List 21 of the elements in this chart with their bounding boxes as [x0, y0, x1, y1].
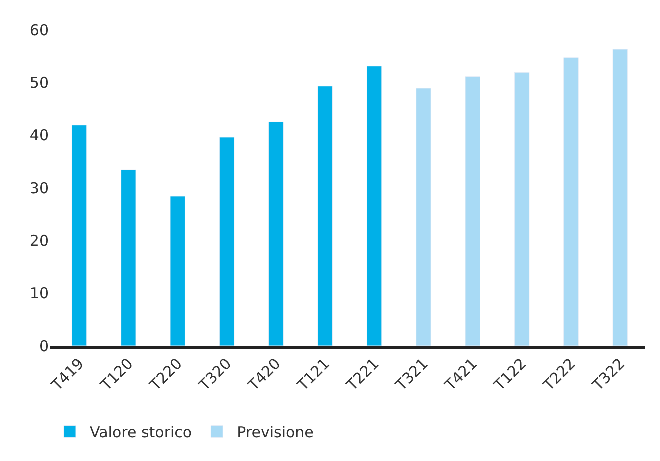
bar	[366, 66, 382, 346]
bar	[318, 86, 333, 346]
y-tick-label: 60	[30, 21, 49, 40]
y-tick-label: 50	[30, 74, 49, 92]
y-tick-label: 20	[30, 232, 49, 250]
legend-label: Valore storico	[90, 424, 192, 442]
legend-label: Previsione	[237, 424, 314, 442]
bar	[72, 125, 88, 346]
bar	[612, 49, 628, 346]
bar	[514, 72, 530, 346]
y-tick-label: 0	[39, 337, 49, 356]
bar	[121, 170, 136, 346]
bar	[170, 196, 186, 346]
y-tick-label: 30	[30, 179, 49, 198]
bar	[465, 76, 481, 346]
bar	[268, 122, 284, 346]
y-tick-label: 40	[30, 126, 49, 145]
bar	[219, 137, 235, 346]
bar	[416, 88, 432, 346]
bar	[564, 58, 579, 346]
y-tick-label: 10	[30, 284, 49, 303]
